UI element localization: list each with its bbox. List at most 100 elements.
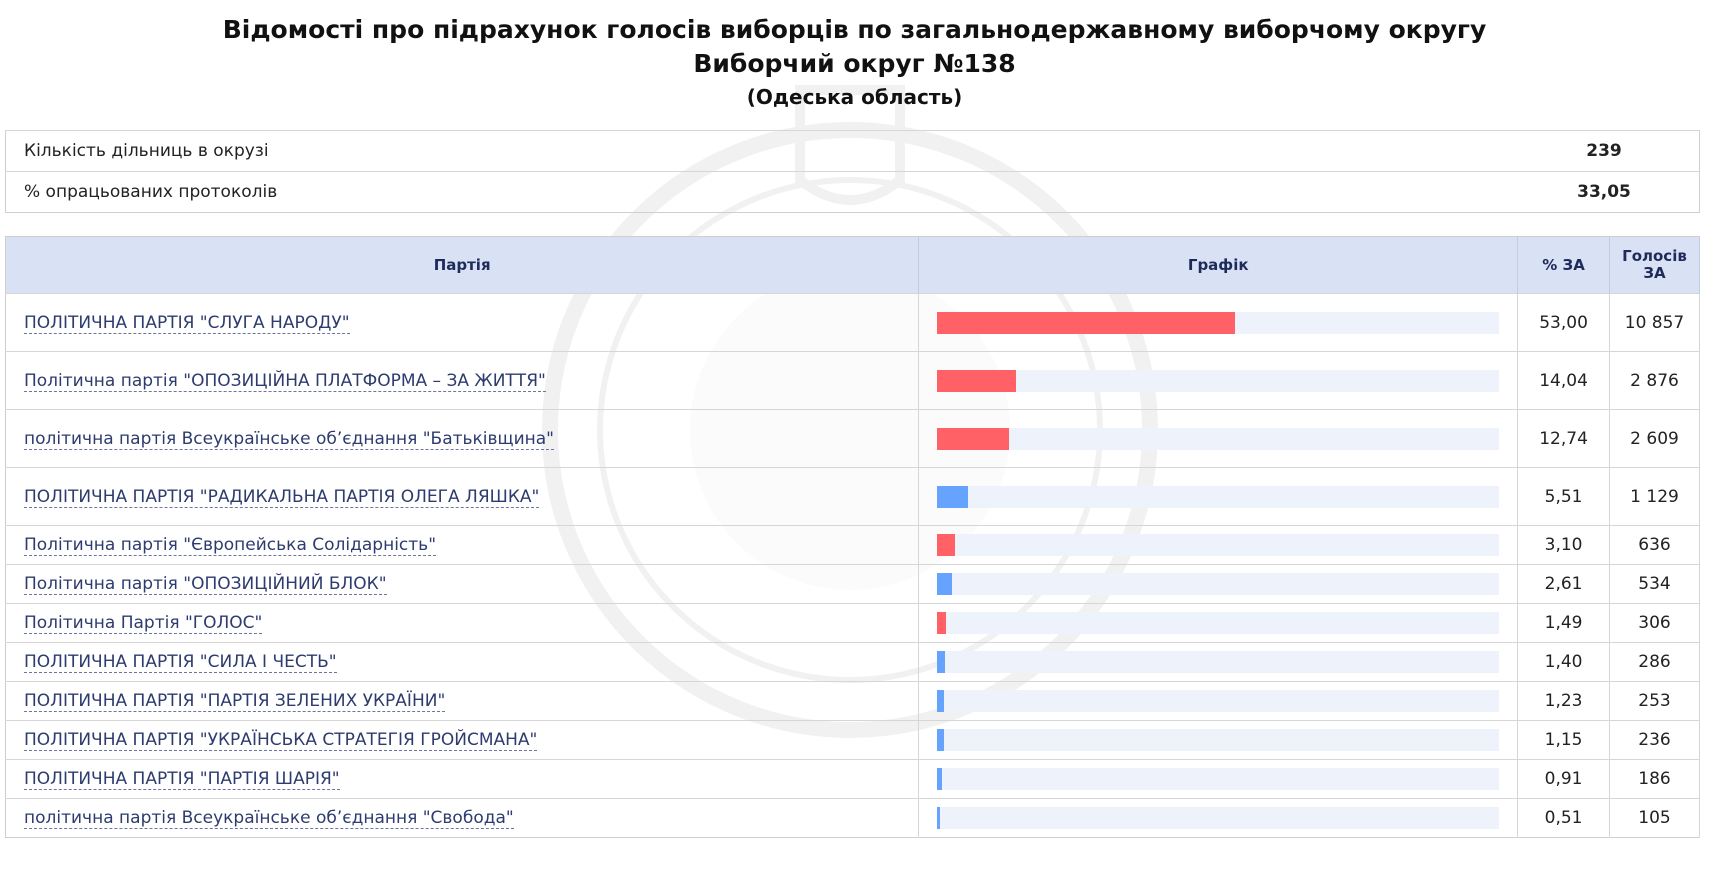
party-cell: політична партія Всеукраїнське об’єднанн… [5,798,920,838]
vote-bar [937,573,952,595]
vote-bar-track [937,612,1500,634]
column-header-chart: Графік [918,236,1519,294]
table-row: Політична партія "ОПОЗИЦІЙНА ПЛАТФОРМА –… [5,351,1700,410]
votes-cell: 10 857 [1609,293,1700,352]
pct-cell: 1,40 [1517,642,1611,682]
party-cell: Політична партія "ОПОЗИЦІЙНИЙ БЛОК" [5,564,920,604]
party-cell: політична партія Всеукраїнське об’єднанн… [5,409,920,468]
summary-value: 33,05 [1509,171,1700,213]
party-link[interactable]: Політична Партія "ГОЛОС" [24,613,263,634]
vote-bar [937,651,946,673]
vote-bar [937,369,1017,392]
votes-cell: 105 [1609,798,1700,838]
party-link[interactable]: ПОЛІТИЧНА ПАРТІЯ "ПАРТІЯ ШАРІЯ" [24,769,340,790]
pct-cell: 12,74 [1517,409,1611,468]
votes-cell: 306 [1609,603,1700,643]
table-row: політична партія Всеукраїнське об’єднанн… [5,798,1700,838]
party-cell: ПОЛІТИЧНА ПАРТІЯ "ПАРТІЯ ШАРІЯ" [5,759,920,799]
party-cell: ПОЛІТИЧНА ПАРТІЯ "ПАРТІЯ ЗЕЛЕНИХ УКРАЇНИ… [5,681,920,721]
pct-cell: 0,91 [1517,759,1611,799]
votes-cell: 286 [1609,642,1700,682]
vote-bar-track [937,427,1500,450]
party-link[interactable]: ПОЛІТИЧНА ПАРТІЯ "СЛУГА НАРОДУ" [24,312,350,334]
pct-cell: 1,15 [1517,720,1611,760]
votes-cell: 236 [1609,720,1700,760]
vote-bar-track [937,729,1500,751]
party-cell: Політична Партія "ГОЛОС" [5,603,920,643]
vote-bar [937,729,944,751]
summary-row: Кількість дільниць в окрузі 239 [5,130,1700,172]
summary-table: Кількість дільниць в окрузі 239 % опраць… [5,130,1700,213]
chart-cell [918,293,1519,352]
page-title: Відомості про підрахунок голосів виборці… [222,15,1487,44]
party-link[interactable]: ПОЛІТИЧНА ПАРТІЯ "ПАРТІЯ ЗЕЛЕНИХ УКРАЇНИ… [24,691,446,712]
summary-row: % опрацьованих протоколів 33,05 [5,171,1700,213]
vote-bar-track [937,768,1500,790]
district-title: Виборчий округ №138 [693,49,1016,78]
party-link[interactable]: Політична партія "Європейська Солідарніс… [24,535,437,556]
column-header-pct: % ЗА [1517,236,1611,294]
pct-cell: 5,51 [1517,467,1611,526]
votes-cell: 2 609 [1609,409,1700,468]
chart-cell [918,564,1519,604]
results-table: Партія Графік % ЗА Голосів ЗА ПОЛІТИЧНА … [5,236,1700,838]
party-link[interactable]: ПОЛІТИЧНА ПАРТІЯ "РАДИКАЛЬНА ПАРТІЯ ОЛЕГ… [24,486,540,508]
table-row: ПОЛІТИЧНА ПАРТІЯ "СЛУГА НАРОДУ" 53,00 10 8… [5,293,1700,352]
votes-cell: 253 [1609,681,1700,721]
chart-cell [918,720,1519,760]
chart-cell [918,467,1519,526]
vote-bar-track [937,690,1500,712]
votes-cell: 636 [1609,525,1700,565]
votes-cell: 1 129 [1609,467,1700,526]
chart-cell [918,525,1519,565]
table-row: ПОЛІТИЧНА ПАРТІЯ "ПАРТІЯ ЗЕЛЕНИХ УКРАЇНИ… [5,681,1700,721]
pct-cell: 0,51 [1517,798,1611,838]
table-row: ПОЛІТИЧНА ПАРТІЯ "СИЛА І ЧЕСТЬ" 1,40 286 [5,642,1700,682]
party-link[interactable]: політична партія Всеукраїнське об’єднанн… [24,808,514,829]
pct-cell: 1,49 [1517,603,1611,643]
column-header-votes: Голосів ЗА [1609,236,1700,294]
table-row: Політична Партія "ГОЛОС" 1,49 306 [5,603,1700,643]
chart-cell [918,603,1519,643]
summary-value: 239 [1509,130,1700,172]
party-link[interactable]: ПОЛІТИЧНА ПАРТІЯ "УКРАЇНСЬКА СТРАТЕГІЯ Г… [24,730,538,751]
vote-bar [937,485,969,508]
vote-bar-track [937,573,1500,595]
vote-bar-track [937,311,1500,334]
vote-bar [937,427,1009,450]
chart-cell [918,642,1519,682]
party-cell: Політична партія "Європейська Солідарніс… [5,525,920,565]
chart-cell [918,351,1519,410]
votes-cell: 2 876 [1609,351,1700,410]
vote-bar-track [937,485,1500,508]
vote-bar-track [937,651,1500,673]
summary-label: % опрацьованих протоколів [5,171,1509,213]
table-row: Політична партія "ОПОЗИЦІЙНИЙ БЛОК" 2,61 5… [5,564,1700,604]
table-row: ПОЛІТИЧНА ПАРТІЯ "РАДИКАЛЬНА ПАРТІЯ ОЛЕГ… [5,467,1700,526]
votes-cell: 534 [1609,564,1700,604]
party-cell: ПОЛІТИЧНА ПАРТІЯ "РАДИКАЛЬНА ПАРТІЯ ОЛЕГ… [5,467,920,526]
pct-cell: 1,23 [1517,681,1611,721]
party-link[interactable]: ПОЛІТИЧНА ПАРТІЯ "СИЛА І ЧЕСТЬ" [24,652,337,673]
party-link[interactable]: Політична партія "ОПОЗИЦІЙНА ПЛАТФОРМА –… [24,370,546,392]
chart-cell [918,681,1519,721]
pct-cell: 3,10 [1517,525,1611,565]
chart-cell [918,409,1519,468]
party-link[interactable]: Політична партія "ОПОЗИЦІЙНИЙ БЛОК" [24,574,387,595]
pct-cell: 2,61 [1517,564,1611,604]
vote-bar [937,690,945,712]
party-link[interactable]: політична партія Всеукраїнське об’єднанн… [24,428,554,450]
pct-cell: 14,04 [1517,351,1611,410]
table-row: ПОЛІТИЧНА ПАРТІЯ "ПАРТІЯ ШАРІЯ" 0,91 186 [5,759,1700,799]
party-cell: ПОЛІТИЧНА ПАРТІЯ "СИЛА І ЧЕСТЬ" [5,642,920,682]
vote-bar [937,534,955,556]
chart-cell [918,798,1519,838]
vote-bar [937,807,941,829]
column-header-party: Партія [5,236,920,294]
vote-bar [937,768,943,790]
party-cell: Політична партія "ОПОЗИЦІЙНА ПЛАТФОРМА –… [5,351,920,410]
vote-bar [937,311,1236,334]
vote-bar [937,612,946,634]
pct-cell: 53,00 [1517,293,1611,352]
party-cell: ПОЛІТИЧНА ПАРТІЯ "УКРАЇНСЬКА СТРАТЕГІЯ Г… [5,720,920,760]
